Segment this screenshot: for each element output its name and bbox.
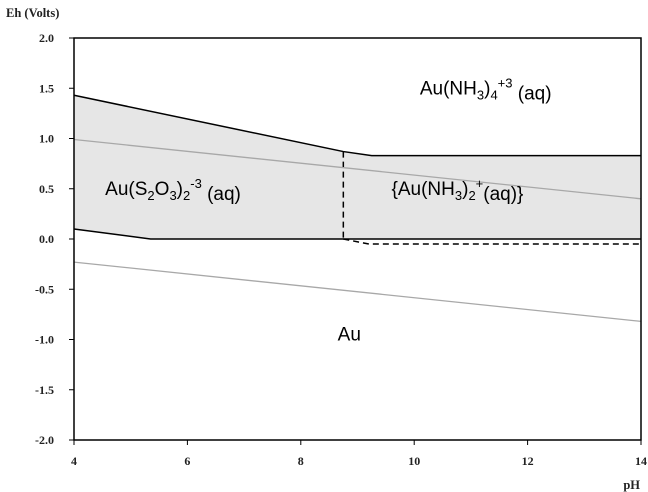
- region-label-au-s2o3: Au(S2O3)2-3 (aq): [105, 176, 241, 205]
- y-tick-label: 1.5: [39, 81, 54, 95]
- stability-fields: [74, 95, 641, 239]
- x-tick-label: 8: [298, 454, 304, 468]
- y-tick-label: -1.5: [35, 383, 54, 397]
- boundary-line-0: [73, 94, 641, 157]
- stability-field-0: [74, 95, 641, 239]
- x-tick-label: 12: [522, 454, 534, 468]
- region-label-au-nh3-4: Au(NH3)4+3 (aq): [420, 75, 552, 104]
- axis-ticks: 4 6 8 10 12 14 2.0 1.5 1.0 0.5 0.0 -0.5 -1.0 -1.5 -2.0: [35, 31, 647, 468]
- water-stability-line-4: [73, 138, 642, 200]
- y-tick-label: 0.0: [39, 232, 54, 246]
- water-stability-line-5: [73, 261, 642, 323]
- x-tick-label: 14: [635, 454, 647, 468]
- region-label-au: Au: [338, 324, 361, 345]
- region-labels: Au(NH3)4+3 (aq) Au(S2O3)2-3 (aq) {Au(NH3)2…: [105, 75, 551, 345]
- y-tick-label: 0.5: [39, 182, 54, 196]
- y-axis-label: Eh (Volts): [6, 6, 59, 20]
- x-tick-label: 10: [408, 454, 420, 468]
- y-tick-label: 1.0: [39, 132, 54, 146]
- y-tick-label: -2.0: [35, 433, 54, 447]
- y-tick-label: -0.5: [35, 282, 54, 296]
- region-label-au-nh3-2: {Au(NH3)2+(aq)}: [392, 176, 524, 205]
- boundary-line-1: [73, 228, 641, 240]
- x-axis-label: pH: [623, 478, 640, 492]
- boundary-line-3: [343, 238, 641, 245]
- y-tick-label: -1.0: [35, 333, 54, 347]
- boundary-lines: [73, 94, 642, 323]
- x-tick-label: 6: [184, 454, 190, 468]
- y-tick-label: 2.0: [39, 31, 54, 45]
- x-tick-label: 4: [71, 454, 77, 468]
